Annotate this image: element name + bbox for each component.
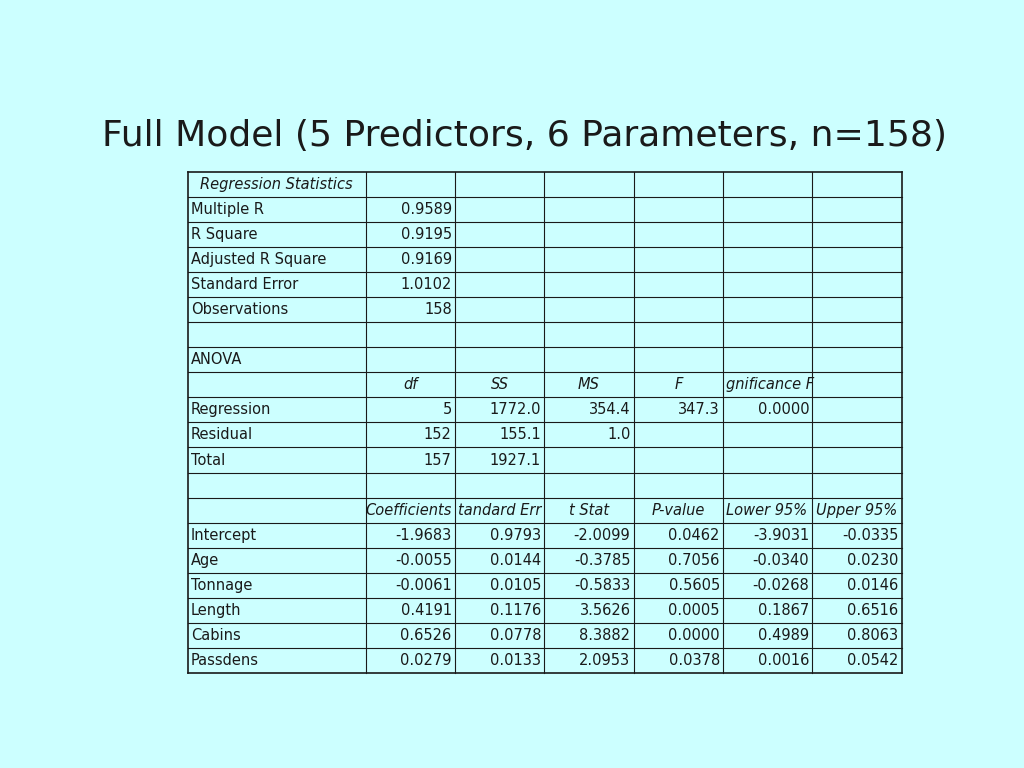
Text: 0.8063: 0.8063: [848, 627, 899, 643]
Text: gnificance F: gnificance F: [726, 377, 814, 392]
Text: 0.0144: 0.0144: [489, 553, 541, 568]
Text: MS: MS: [578, 377, 600, 392]
Text: -0.0340: -0.0340: [753, 553, 809, 568]
Text: 1.0: 1.0: [607, 428, 631, 442]
Text: F: F: [674, 377, 683, 392]
Text: Length: Length: [190, 603, 242, 617]
Text: 0.1867: 0.1867: [758, 603, 809, 617]
Text: 0.9169: 0.9169: [400, 252, 452, 267]
Text: 0.9195: 0.9195: [400, 227, 452, 242]
Text: t Stat: t Stat: [569, 502, 609, 518]
Text: 0.0146: 0.0146: [847, 578, 899, 593]
Text: SS: SS: [490, 377, 509, 392]
Text: Lower 95%: Lower 95%: [726, 502, 807, 518]
Text: -0.3785: -0.3785: [574, 553, 631, 568]
Text: Regression Statistics: Regression Statistics: [201, 177, 353, 192]
Text: 0.0000: 0.0000: [669, 627, 720, 643]
Text: Adjusted R Square: Adjusted R Square: [190, 252, 326, 267]
Text: 0.5605: 0.5605: [669, 578, 720, 593]
Text: 0.0133: 0.0133: [490, 653, 541, 668]
Text: Cabins: Cabins: [190, 627, 241, 643]
Text: Standard Error: Standard Error: [190, 277, 298, 292]
Text: -2.0099: -2.0099: [573, 528, 631, 543]
Text: Age: Age: [190, 553, 219, 568]
Text: ANOVA: ANOVA: [190, 353, 242, 367]
Text: Intercept: Intercept: [190, 528, 257, 543]
Text: Passdens: Passdens: [190, 653, 259, 668]
Text: P-value: P-value: [651, 502, 705, 518]
Text: 0.6516: 0.6516: [848, 603, 899, 617]
Text: 152: 152: [424, 428, 452, 442]
Text: Full Model (5 Predictors, 6 Parameters, n=158): Full Model (5 Predictors, 6 Parameters, …: [102, 119, 947, 153]
Text: -0.5833: -0.5833: [574, 578, 631, 593]
Text: 158: 158: [424, 303, 452, 317]
Text: 0.0378: 0.0378: [669, 653, 720, 668]
Text: 0.0016: 0.0016: [758, 653, 809, 668]
Text: -0.0061: -0.0061: [395, 578, 452, 593]
Text: 0.0279: 0.0279: [400, 653, 452, 668]
Text: 0.7056: 0.7056: [669, 553, 720, 568]
Text: Observations: Observations: [190, 303, 288, 317]
Text: 2.0953: 2.0953: [580, 653, 631, 668]
Text: -0.0335: -0.0335: [842, 528, 899, 543]
Text: 1927.1: 1927.1: [489, 452, 541, 468]
Text: 0.0230: 0.0230: [847, 553, 899, 568]
Text: 0.4989: 0.4989: [758, 627, 809, 643]
Text: -3.9031: -3.9031: [753, 528, 809, 543]
Text: -0.0055: -0.0055: [395, 553, 452, 568]
Text: Regression: Regression: [190, 402, 271, 418]
Text: 155.1: 155.1: [500, 428, 541, 442]
Text: 1772.0: 1772.0: [489, 402, 541, 418]
Text: 0.0462: 0.0462: [669, 528, 720, 543]
Text: Coefficients: Coefficients: [366, 502, 452, 518]
Text: 0.0005: 0.0005: [669, 603, 720, 617]
Text: 0.1176: 0.1176: [489, 603, 541, 617]
Text: 0.0542: 0.0542: [847, 653, 899, 668]
Text: Total: Total: [190, 452, 225, 468]
Text: df: df: [403, 377, 418, 392]
Text: 0.9793: 0.9793: [489, 528, 541, 543]
Text: 5: 5: [442, 402, 452, 418]
Text: 0.0000: 0.0000: [758, 402, 809, 418]
Text: 157: 157: [424, 452, 452, 468]
Text: Residual: Residual: [190, 428, 253, 442]
Text: 354.4: 354.4: [589, 402, 631, 418]
Text: R Square: R Square: [190, 227, 257, 242]
Text: 0.0778: 0.0778: [489, 627, 541, 643]
Text: 3.5626: 3.5626: [580, 603, 631, 617]
Text: Upper 95%: Upper 95%: [815, 502, 897, 518]
Text: 0.6526: 0.6526: [400, 627, 452, 643]
Text: tandard Err: tandard Err: [458, 502, 541, 518]
Text: 1.0102: 1.0102: [400, 277, 452, 292]
Text: -1.9683: -1.9683: [395, 528, 452, 543]
Text: Tonnage: Tonnage: [190, 578, 252, 593]
Text: 0.9589: 0.9589: [400, 202, 452, 217]
Text: 8.3882: 8.3882: [580, 627, 631, 643]
Text: 347.3: 347.3: [678, 402, 720, 418]
Text: Multiple R: Multiple R: [190, 202, 264, 217]
Text: 0.0105: 0.0105: [489, 578, 541, 593]
Text: -0.0268: -0.0268: [753, 578, 809, 593]
Text: 0.4191: 0.4191: [400, 603, 452, 617]
